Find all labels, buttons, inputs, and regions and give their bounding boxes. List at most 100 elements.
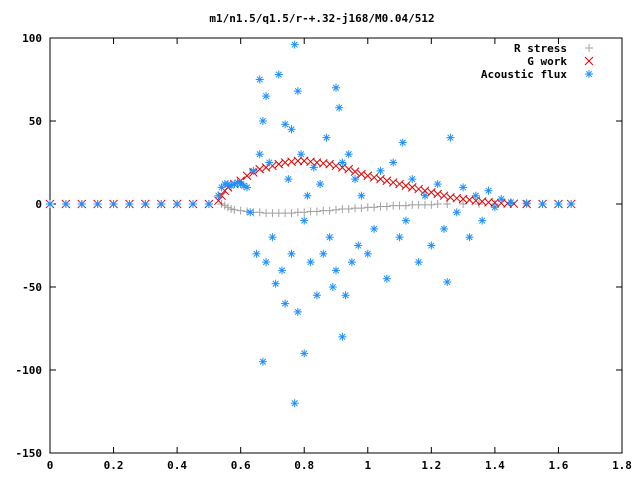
data-point xyxy=(274,159,284,169)
data-point xyxy=(497,195,506,204)
data-point xyxy=(398,138,407,147)
data-point xyxy=(490,203,499,212)
data-point xyxy=(290,399,299,408)
data-point xyxy=(303,191,312,200)
data-point xyxy=(433,200,442,208)
data-point xyxy=(433,189,443,199)
legend-marker xyxy=(584,56,594,66)
data-point xyxy=(46,200,54,208)
data-point xyxy=(214,191,223,200)
legend-marker xyxy=(585,44,593,52)
x-tick-label: 0.6 xyxy=(231,459,251,472)
data-point xyxy=(382,202,391,211)
data-point xyxy=(433,180,442,189)
data-point xyxy=(357,204,366,213)
data-point xyxy=(332,83,340,92)
data-point xyxy=(258,357,267,366)
data-point xyxy=(395,233,404,242)
data-point xyxy=(357,169,366,179)
data-point xyxy=(328,283,337,291)
x-tick-label: 1 xyxy=(364,459,371,472)
data-point xyxy=(157,200,166,208)
data-point xyxy=(77,200,86,208)
x-tick-label: 0 xyxy=(47,459,54,472)
data-point xyxy=(388,178,398,187)
data-point xyxy=(382,274,391,283)
y-tick-label: -100 xyxy=(16,364,43,377)
data-point xyxy=(338,158,347,167)
data-point xyxy=(538,200,547,208)
data-point xyxy=(281,120,290,129)
data-point xyxy=(189,200,197,208)
data-point xyxy=(306,258,315,267)
data-point xyxy=(503,199,512,208)
data-point xyxy=(414,184,423,194)
data-point xyxy=(376,174,385,184)
data-point xyxy=(350,167,360,176)
data-point xyxy=(408,175,417,184)
data-point xyxy=(376,166,385,175)
data-point xyxy=(335,103,344,112)
data-point xyxy=(338,332,347,341)
data-point xyxy=(370,203,379,212)
data-point xyxy=(322,133,331,142)
data-point xyxy=(255,150,264,159)
data-point xyxy=(331,161,341,171)
data-point xyxy=(271,279,280,288)
data-point xyxy=(332,266,340,275)
data-point xyxy=(344,150,353,159)
x-tick-label: 1.4 xyxy=(485,459,505,472)
data-point xyxy=(554,200,563,208)
data-point xyxy=(293,156,303,166)
data-point xyxy=(407,183,417,192)
data-point xyxy=(284,175,293,184)
data-point xyxy=(61,200,70,208)
data-point xyxy=(414,258,423,267)
data-point xyxy=(471,191,480,200)
data-point xyxy=(281,299,290,308)
data-point xyxy=(506,198,515,207)
data-point xyxy=(325,159,334,169)
data-point xyxy=(287,249,296,258)
data-point xyxy=(239,181,248,190)
data-point xyxy=(125,200,134,208)
data-point xyxy=(242,171,252,181)
data-point xyxy=(439,191,449,201)
x-tick-label: 1.6 xyxy=(549,459,569,472)
series-acoustic-flux xyxy=(46,40,576,408)
plot-frame xyxy=(49,37,623,454)
data-point xyxy=(363,249,372,258)
data-point xyxy=(401,201,410,210)
data-point xyxy=(341,291,350,300)
y-tick-label: -50 xyxy=(22,281,42,294)
data-point xyxy=(274,70,283,79)
data-point xyxy=(223,203,232,212)
data-point xyxy=(452,208,461,217)
data-point xyxy=(382,176,392,186)
data-point xyxy=(243,183,252,192)
data-point xyxy=(420,191,429,200)
x-tick-label: 0.4 xyxy=(167,459,187,472)
data-point xyxy=(277,266,286,275)
data-point xyxy=(370,224,379,233)
data-point xyxy=(236,206,245,215)
data-point xyxy=(249,166,258,175)
data-point xyxy=(300,349,309,358)
data-point xyxy=(227,204,236,213)
data-point xyxy=(395,179,404,189)
data-point xyxy=(344,164,354,174)
legend-label: G work xyxy=(527,55,567,68)
data-point xyxy=(443,200,452,208)
y-tick-label: 0 xyxy=(35,198,42,211)
data-point xyxy=(347,258,356,267)
data-point xyxy=(312,207,321,216)
data-point xyxy=(258,117,267,125)
data-point xyxy=(255,75,264,84)
chart-title: m1/n1.5/q1.5/r-+.32-j168/M0.04/512 xyxy=(209,12,434,25)
y-tick-label: 50 xyxy=(29,115,42,128)
data-point xyxy=(109,200,118,208)
data-point xyxy=(262,92,271,101)
y-tick-label: -150 xyxy=(16,447,43,460)
data-point xyxy=(230,205,239,214)
